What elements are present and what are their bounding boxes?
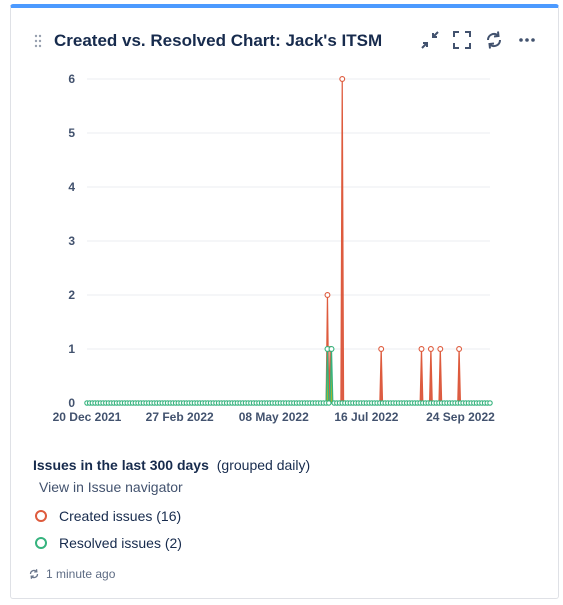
x-tick-label: 24 Sep 2022: [426, 410, 495, 424]
created-vs-resolved-chart: 0 1 2 3 4 5 6 20 Dec 2021 27 Feb 2022 08 May 2022…: [53, 72, 495, 424]
created-point: [378, 346, 385, 352]
created-point: [418, 346, 425, 352]
y-tick-label: 5: [68, 126, 75, 140]
created-point: [324, 292, 331, 298]
y-tick-label: 4: [68, 180, 75, 194]
resolved-point: [487, 400, 493, 406]
created-point: [427, 346, 434, 352]
y-tick-label: 0: [68, 396, 75, 410]
legend-section: Issues in the last 300 days (grouped dai…: [33, 457, 533, 551]
gadget-container: [10, 4, 559, 599]
y-tick-label: 1: [68, 342, 75, 356]
y-tick-label: 3: [68, 234, 75, 248]
created-point: [339, 76, 346, 82]
legend-item-created-label: Created issues (16): [59, 508, 182, 524]
resolved-peak-point: [328, 346, 335, 352]
y-tick-label: 6: [68, 72, 75, 86]
last-updated-text: 1 minute ago: [46, 567, 116, 581]
legend-item-created[interactable]: Created issues (16): [33, 508, 533, 524]
legend-heading-subtitle: (grouped daily): [216, 457, 311, 473]
x-tick-label: 08 May 2022: [239, 410, 309, 424]
legend-item-resolved[interactable]: Resolved issues (2): [33, 535, 533, 551]
refresh-icon[interactable]: [483, 29, 505, 51]
more-icon[interactable]: [516, 29, 538, 51]
legend-item-resolved-label: Resolved issues (2): [59, 535, 182, 551]
resolved-issues-dot-icon: [35, 537, 47, 549]
drag-handle-icon[interactable]: [34, 34, 42, 48]
x-tick-label: 27 Feb 2022: [146, 410, 214, 424]
resolved-point: [326, 400, 332, 406]
last-updated-refresh-icon: [29, 569, 39, 579]
created-point: [437, 346, 444, 352]
legend-heading-title: Issues in the last 300 days: [33, 457, 209, 473]
view-in-issue-navigator-link[interactable]: View in Issue navigator: [39, 479, 183, 495]
legend-heading: Issues in the last 300 days (grouped dai…: [33, 457, 533, 473]
fullscreen-icon[interactable]: [451, 29, 473, 51]
y-tick-label: 2: [68, 288, 75, 302]
last-updated: 1 minute ago: [28, 567, 115, 581]
x-tick-label: 20 Dec 2021: [53, 410, 122, 424]
created-point: [456, 346, 463, 352]
gadget-title: Created vs. Resolved Chart: Jack's ITSM: [54, 31, 383, 50]
created-issues-dot-icon: [35, 510, 47, 522]
minimize-icon[interactable]: [419, 29, 441, 51]
x-tick-label: 16 Jul 2022: [334, 410, 398, 424]
